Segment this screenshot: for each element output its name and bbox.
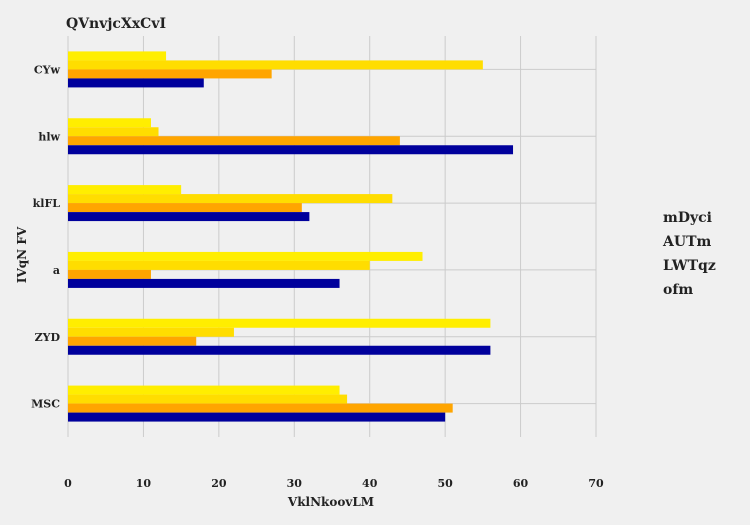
bar xyxy=(68,69,272,78)
legend-label: AUTm xyxy=(662,234,711,250)
x-tick-label: 50 xyxy=(437,477,453,490)
bar xyxy=(68,279,340,288)
bar xyxy=(68,136,400,145)
bar xyxy=(68,127,159,136)
bar xyxy=(68,395,347,404)
x-tick-label: 10 xyxy=(136,477,152,490)
bar xyxy=(68,194,392,203)
y-tick-label: klFL xyxy=(33,197,61,210)
x-tick-label: 30 xyxy=(287,477,303,490)
bar xyxy=(68,346,490,355)
bar xyxy=(68,185,181,194)
bar xyxy=(68,118,151,127)
bar xyxy=(68,252,423,261)
legend-label: mDyci xyxy=(663,210,712,226)
y-tick-label: CYw xyxy=(34,63,61,76)
x-tick-label: 70 xyxy=(588,477,604,490)
chart-title: QVnvjcXxCvI xyxy=(66,16,166,32)
y-tick-label: MSC xyxy=(31,398,60,411)
grid xyxy=(68,36,596,437)
bar xyxy=(68,212,309,221)
bar xyxy=(68,145,513,154)
bar xyxy=(68,404,453,413)
bar xyxy=(68,386,340,395)
y-tick-label: hlw xyxy=(38,130,60,143)
x-axis-label: VklNkoovLM xyxy=(287,495,374,509)
x-tick-label: 0 xyxy=(64,477,72,490)
y-tick-label: ZYD xyxy=(35,331,61,344)
bar xyxy=(68,51,166,60)
y-axis-label: IVqN FV xyxy=(15,226,29,283)
bar xyxy=(68,270,151,279)
legend-label: LWTqz xyxy=(663,258,716,274)
bars xyxy=(68,51,513,421)
y-tick-label: a xyxy=(53,264,60,277)
legend-label: ofm xyxy=(663,282,693,298)
bar xyxy=(68,328,234,337)
bar xyxy=(68,60,483,69)
bar xyxy=(68,337,196,346)
x-tick-label: 40 xyxy=(362,477,378,490)
x-tick-label: 60 xyxy=(513,477,529,490)
bar xyxy=(68,203,302,212)
bar xyxy=(68,261,370,270)
legend: mDyci AUTm LWTqz ofm xyxy=(662,210,716,298)
bar xyxy=(68,319,490,328)
bar xyxy=(68,413,445,422)
x-tick-label: 20 xyxy=(211,477,227,490)
bar xyxy=(68,78,204,87)
